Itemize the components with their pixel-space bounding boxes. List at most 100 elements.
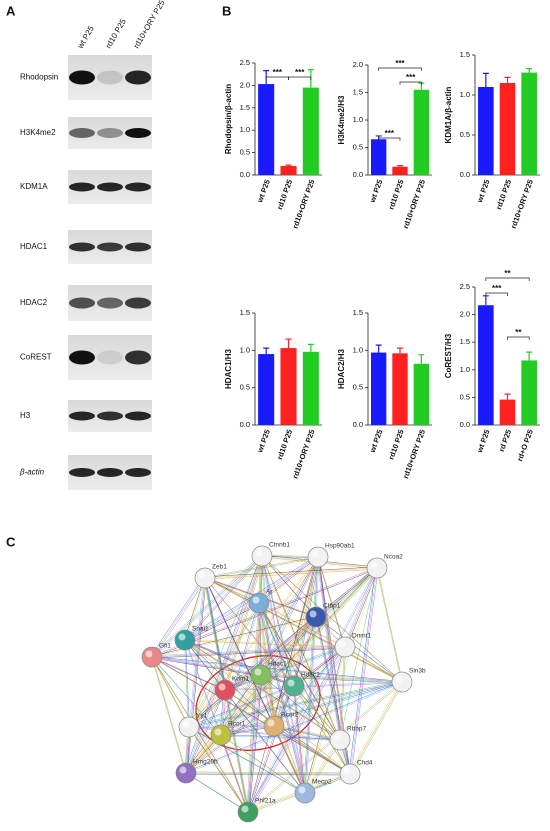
node-highlight xyxy=(311,550,319,558)
network-node xyxy=(174,629,196,651)
network-edge xyxy=(189,686,295,728)
significance-label: *** xyxy=(492,284,502,293)
x-tick-label: rd10 P25 xyxy=(275,178,294,210)
bar xyxy=(302,87,319,175)
y-tick-label: 1.0 xyxy=(460,90,470,99)
network-edge xyxy=(304,646,345,793)
network-edge xyxy=(220,602,259,735)
node-label: Ctnnb1 xyxy=(269,542,290,549)
network-edge xyxy=(273,725,306,794)
node-label: Rbbp7 xyxy=(347,726,367,733)
network-edge xyxy=(224,646,346,691)
network-edge xyxy=(152,578,207,659)
y-tick-label: 0.5 xyxy=(240,148,250,157)
y-tick-label: 0.0 xyxy=(353,420,363,429)
bar xyxy=(392,166,408,175)
network-edge xyxy=(261,555,294,686)
bar xyxy=(499,83,516,175)
network-edge xyxy=(152,556,264,659)
network-edge xyxy=(183,601,259,640)
network-edge xyxy=(292,684,305,792)
band xyxy=(125,297,151,309)
network-edge xyxy=(188,726,305,793)
network-edge xyxy=(185,640,190,728)
network-edge xyxy=(258,602,306,794)
column-label: rd10 P25 xyxy=(104,17,128,50)
network-edge xyxy=(259,603,262,676)
network-edge xyxy=(349,567,378,775)
network-edge xyxy=(152,657,352,776)
error-bar xyxy=(307,343,314,352)
significance-bracket xyxy=(507,336,530,340)
network-edge xyxy=(150,655,260,675)
network-edge xyxy=(316,555,340,739)
bar xyxy=(258,84,275,175)
network-edge xyxy=(187,680,401,727)
network-edge xyxy=(273,725,341,741)
x-tick-label: rd P25 xyxy=(497,428,513,453)
network-edge xyxy=(345,569,379,649)
network-edge xyxy=(225,682,403,691)
y-tick-label: 1.0 xyxy=(353,345,363,354)
network-edge xyxy=(188,726,249,813)
y-tick-label: 1.5 xyxy=(353,87,363,96)
y-tick-label: 0.0 xyxy=(460,420,470,429)
network-edge xyxy=(340,647,346,741)
network-edge xyxy=(348,680,402,774)
network-edge xyxy=(274,647,346,727)
x-tick-label: rd10 P25 xyxy=(387,428,406,460)
bar xyxy=(521,360,537,425)
network-node xyxy=(210,724,232,746)
error-bar xyxy=(418,354,425,364)
node-highlight xyxy=(267,719,275,727)
row-label: H3 xyxy=(20,411,31,420)
network-edge xyxy=(339,646,345,740)
y-tick-label: 0.0 xyxy=(240,420,250,429)
node-label: Phf21a xyxy=(255,798,276,805)
network-node xyxy=(294,782,316,804)
network-edge xyxy=(247,681,402,812)
network-edge xyxy=(303,738,340,793)
network-edge xyxy=(187,773,352,776)
x-tick-label: rd10+ORY P25 xyxy=(291,428,317,479)
network-edge xyxy=(258,602,261,675)
significance-bracket xyxy=(399,81,422,85)
node-highlight xyxy=(287,679,295,687)
network-edge xyxy=(317,556,341,741)
network-edge xyxy=(186,773,249,813)
network-edge xyxy=(220,734,305,793)
network-edge xyxy=(221,568,379,737)
network-edge xyxy=(152,657,223,737)
band xyxy=(97,297,123,309)
network-edge xyxy=(204,556,318,578)
y-tick-label: 1.0 xyxy=(240,345,250,354)
network-edge xyxy=(226,647,347,692)
significance-label: *** xyxy=(395,59,405,68)
network-edge xyxy=(259,603,346,648)
band xyxy=(125,411,151,421)
network-node xyxy=(307,546,329,568)
y-tick-label: 2.0 xyxy=(353,60,363,69)
network-edge xyxy=(247,646,346,813)
y-tick-label: 2.0 xyxy=(240,80,250,89)
band xyxy=(97,70,123,85)
node-highlight xyxy=(309,610,317,618)
band xyxy=(97,350,123,365)
bar xyxy=(499,399,516,425)
network-node xyxy=(175,762,197,784)
node-highlight xyxy=(182,720,190,728)
y-tick-label: 1.5 xyxy=(460,50,470,59)
significance-label: ** xyxy=(515,328,522,337)
band xyxy=(125,128,151,138)
network-node xyxy=(283,675,305,697)
significance-bracket xyxy=(265,76,289,80)
bar xyxy=(478,305,494,425)
network-edge xyxy=(220,556,318,735)
x-tick-label: rd10 P25 xyxy=(387,178,406,210)
y-tick-label: 1.5 xyxy=(460,337,470,346)
error-bar xyxy=(397,165,403,167)
network-edge xyxy=(185,689,225,773)
network-node xyxy=(334,636,356,658)
network-edge xyxy=(273,725,350,774)
y-tick-label: 2.5 xyxy=(240,58,250,67)
